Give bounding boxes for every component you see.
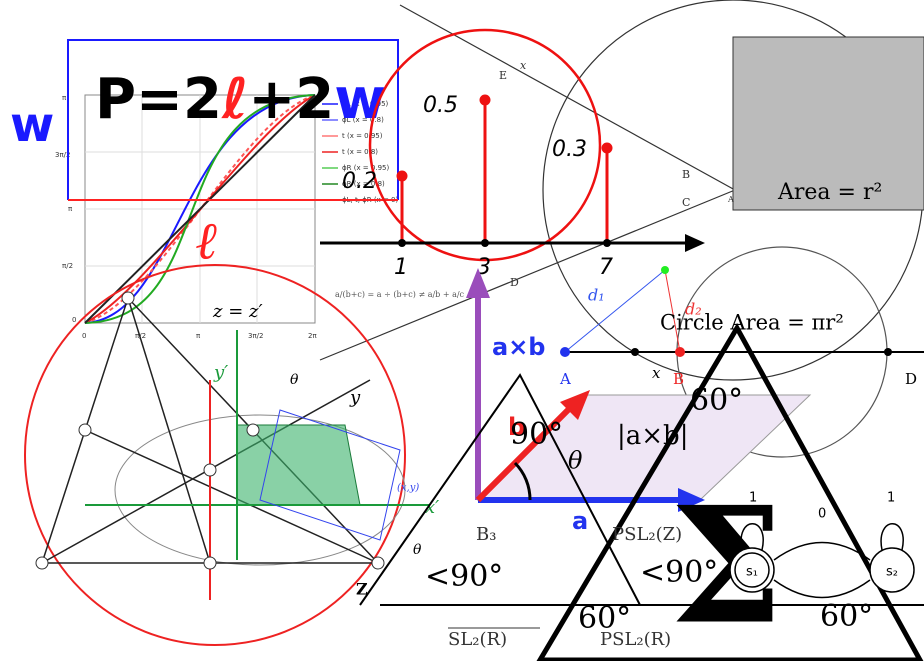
formula-part: P=2: [95, 67, 222, 132]
point-label: D: [510, 276, 519, 289]
segment-label: D: [905, 370, 917, 388]
stem-label: 0.5: [423, 93, 458, 118]
point-label: A: [727, 195, 734, 204]
d1-line: [565, 270, 665, 352]
point: [675, 347, 685, 357]
point: [884, 348, 892, 356]
cross-label: a×b: [492, 333, 545, 361]
point: [560, 347, 570, 357]
x-tick: 0: [82, 332, 86, 340]
perimeter-formula: P=2ℓ+2w: [95, 67, 386, 132]
d1-label: d₁: [588, 286, 605, 305]
ell-label: ℓ: [196, 211, 218, 272]
edge-label: 1: [887, 491, 895, 506]
segment-label: B: [673, 370, 684, 388]
state-label: s₁: [746, 565, 758, 580]
y-tick: π: [68, 205, 73, 213]
formula-part: ℓ: [221, 67, 248, 132]
point: [661, 266, 669, 274]
group-label: SL₂(R): [448, 629, 507, 650]
point-label: C: [682, 196, 690, 209]
collage: Area = r² π 3π/2 π π/2 0 0 π/2 π 3π/2 2π…: [0, 0, 924, 661]
w-label: w: [10, 97, 54, 153]
segment-label: A: [559, 370, 571, 388]
stem-x: 1: [394, 255, 408, 280]
angle-label: 60°: [690, 383, 743, 418]
segment-label: x: [652, 364, 661, 382]
green-square: [237, 425, 360, 505]
a-label: a: [572, 507, 588, 535]
stem-x: 7: [599, 255, 613, 280]
point-label: x: [520, 59, 527, 72]
angle-label: θ: [413, 542, 422, 558]
formula-part: +2: [248, 67, 334, 132]
angle-label: 90°: [510, 417, 563, 452]
legend-entry: t (x = 0.8): [342, 148, 378, 156]
edge-label: 0: [818, 507, 826, 522]
edge-label: 1: [749, 491, 757, 506]
axis-label: y: [349, 387, 361, 408]
stem-label: 0.2: [342, 169, 377, 194]
angle-label: Z: [356, 580, 368, 599]
x-tick: 3π/2: [248, 332, 263, 340]
y-tick: 0: [72, 316, 76, 324]
x-tick: π: [196, 332, 201, 340]
point-label: B: [682, 168, 690, 181]
angle-label: <90°: [425, 559, 503, 594]
y-tick: π: [62, 94, 67, 102]
x-tick: 2π: [308, 332, 317, 340]
y-tick: π/2: [62, 262, 73, 270]
circle-area: Circle Area = πr²: [660, 311, 844, 335]
point-label: (x,y): [397, 483, 419, 494]
angle-label: θ: [290, 372, 299, 388]
state-label: s₂: [886, 565, 898, 580]
group-label: PSL₂(R): [600, 629, 671, 650]
stem-label: 0.3: [552, 137, 587, 162]
axis-label: y′: [213, 362, 228, 383]
angle-label: 60°: [820, 599, 873, 634]
legend-entry: t (x = 0.95): [342, 132, 383, 140]
point: [631, 348, 639, 356]
fraction-note: a/(b+c) = a ÷ (b+c) ≠ a/b + a/c: [335, 290, 465, 299]
point-label: E: [499, 69, 507, 82]
group-label: B₃: [476, 524, 496, 545]
z-label: z = z′: [212, 301, 263, 322]
area-label: Area = r²: [777, 180, 882, 205]
